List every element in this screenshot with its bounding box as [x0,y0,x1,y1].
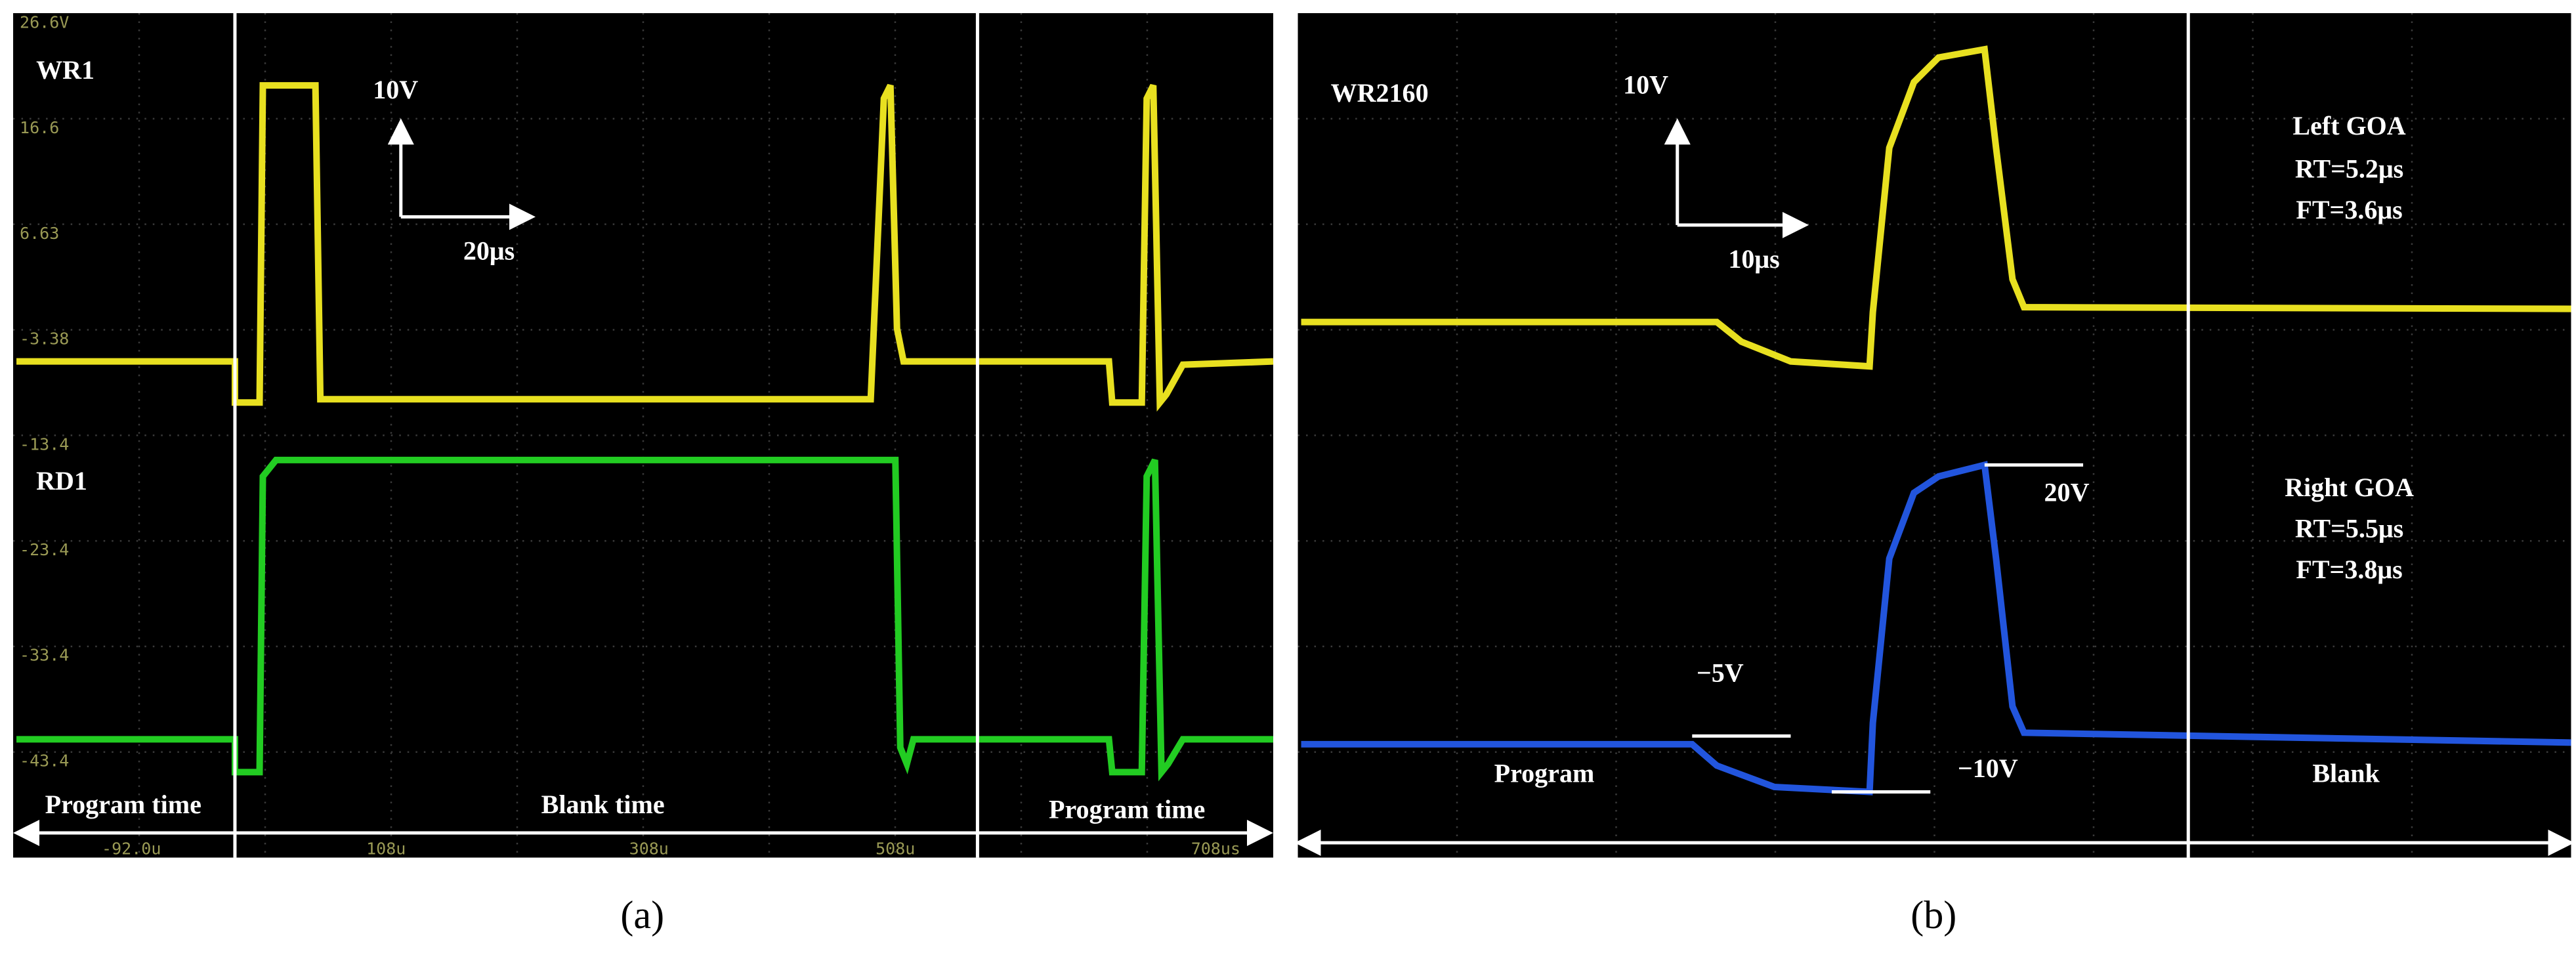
scale-label: 26.6V [20,13,69,32]
channel-label: WR1 [36,55,95,85]
time-scale: 20μs [463,236,515,265]
time-label: -92.0u [102,839,161,859]
level-label: −5V [1697,658,1744,688]
channel-label: RD1 [36,466,87,496]
grid [1298,13,2571,858]
blue-trace [1301,461,2571,796]
scale-label: 16.6 [20,118,59,137]
level-label: 20V [2044,477,2090,507]
scale-label: -23.4 [20,540,69,559]
goa-label: Left GOA [2292,111,2405,140]
region-label: Program [1494,758,1595,788]
scale-labels: 26.6V 16.6 6.63 -3.38 -13.4 -23.4 -33.4 -43.4 [20,13,69,771]
region-label: Blank time [541,790,665,819]
region-label: Program time [45,790,201,819]
rise-time: RT=5.5μs [2295,513,2403,543]
wr1-trace [16,82,1274,412]
region-label: Program time [1049,795,1205,824]
region-label: Blank [2312,758,2380,788]
time-label: 708us [1191,839,1240,859]
level-label: −10V [1958,753,2018,783]
time-label: 108u [366,839,406,859]
fall-time: FT=3.6μs [2296,195,2402,224]
caption: (a) [620,893,664,937]
time-label: 308u [629,839,669,859]
channel-label: WR2160 [1331,78,1429,108]
scale-label: -13.4 [20,435,69,454]
wr2160-trace [1301,45,2571,370]
caption: (b) [1911,893,1956,937]
voltage-scale: 10V [373,75,418,104]
panel-a: WR1 RD1 10V 20μs Program time Blank time… [13,13,1274,859]
rise-time: RT=5.2μs [2295,154,2403,183]
scale-label: -33.4 [20,646,69,665]
time-label: 508u [876,839,915,859]
panel-b: WR2160 10V 10μs Left GOA RT=5.2μs FT=3.6… [1294,13,2575,858]
scale-label: -3.38 [20,329,69,349]
time-scale: 10μs [1728,244,1779,274]
scale-label: -43.4 [20,751,69,770]
time-labels: -92.0u 108u 308u 508u 708us [102,839,1240,859]
voltage-scale: 10V [1623,70,1668,100]
goa-label: Right GOA [2285,473,2414,502]
fall-time: FT=3.8μs [2296,555,2402,584]
rd1-trace [16,456,1273,782]
scale-label: 6.63 [20,224,59,243]
